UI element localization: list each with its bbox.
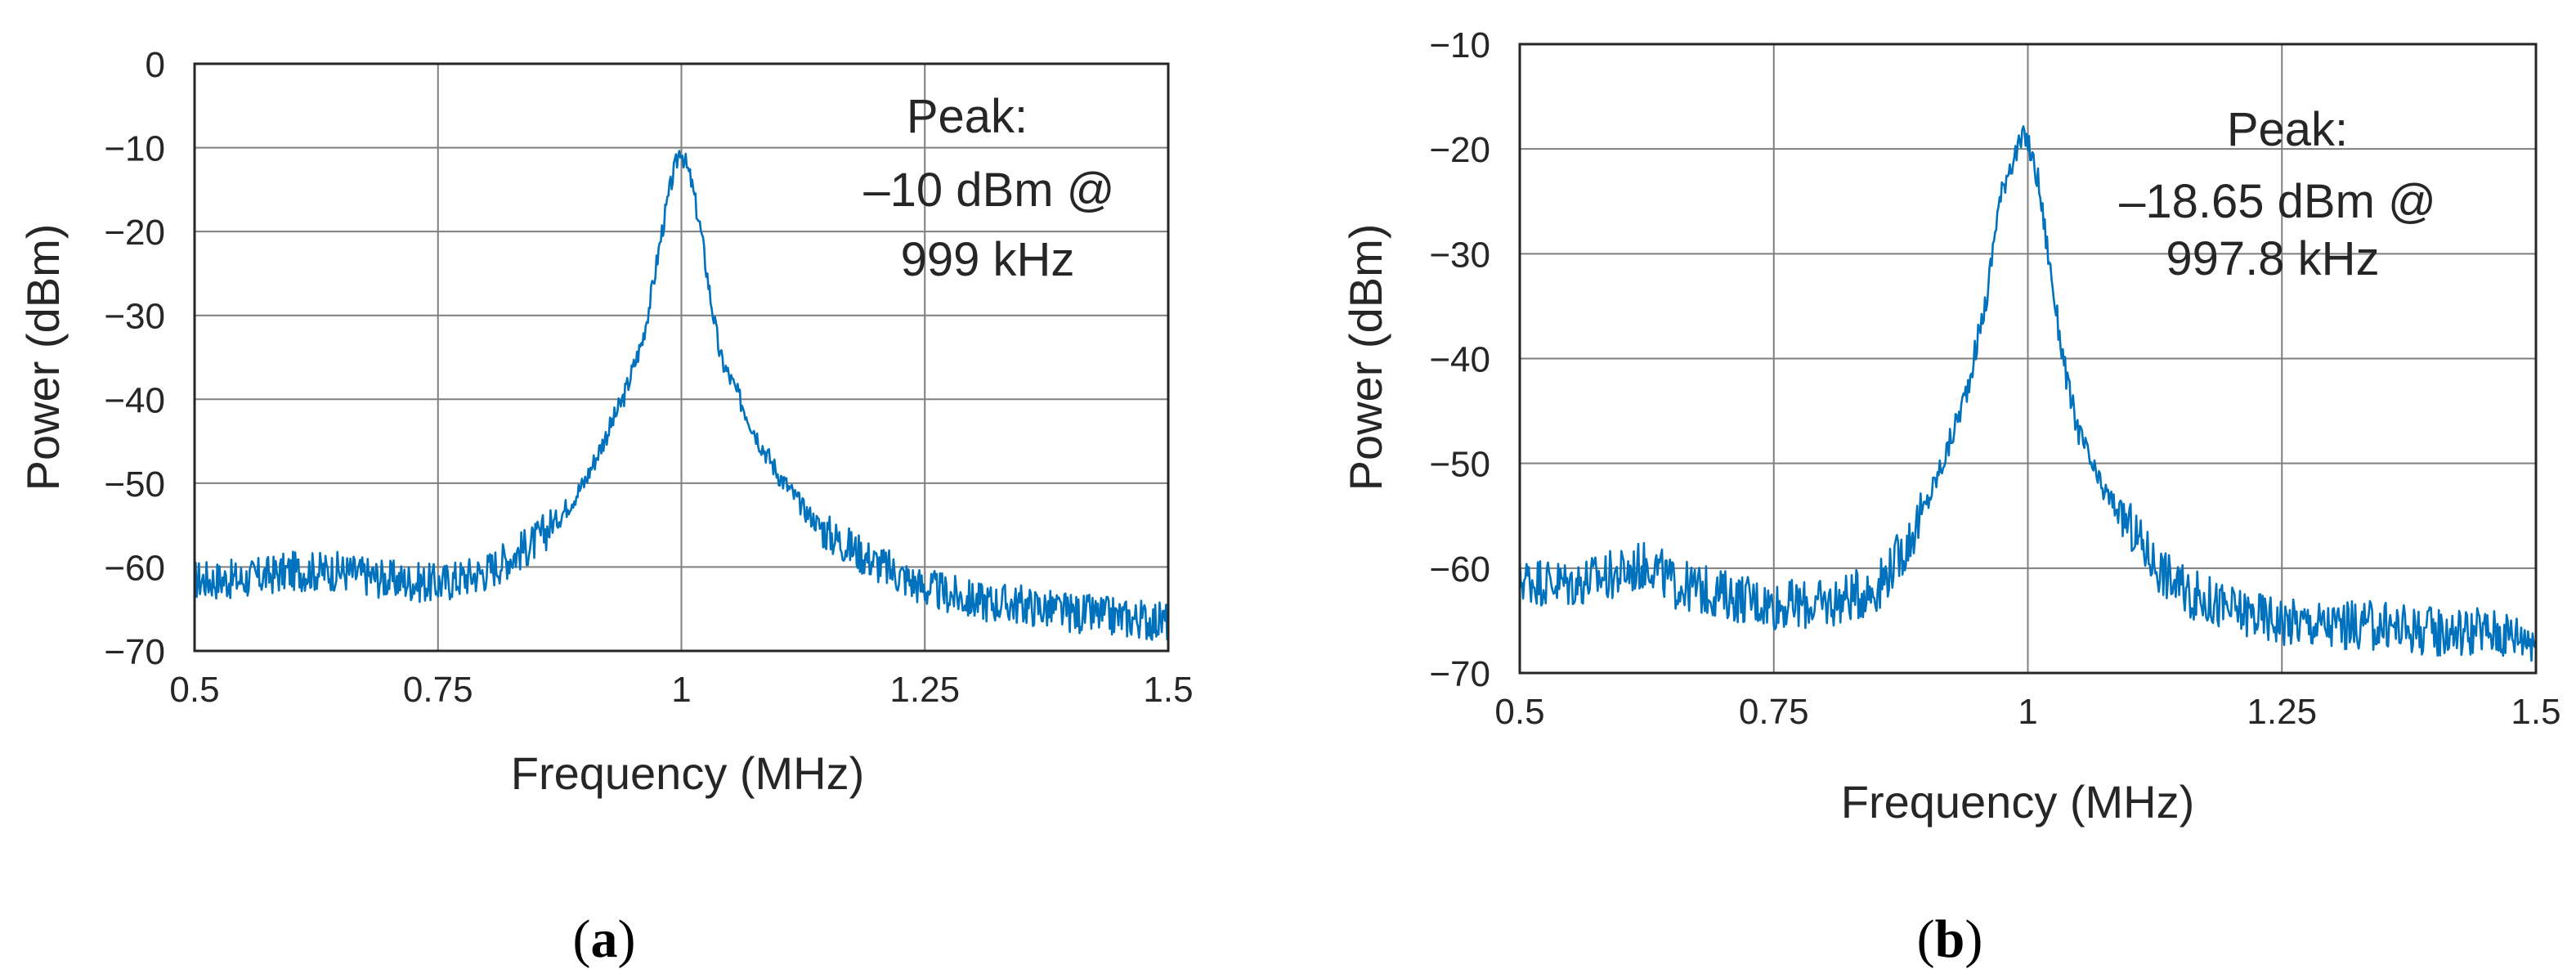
y-axis-label-a: Power (dBm): [17, 224, 69, 491]
x-tick-label: 1.25: [889, 670, 960, 710]
y-tick-label: −10: [104, 129, 165, 169]
plot-frame-a: [193, 62, 1170, 653]
chart-panel-a: 0 −10 −20 −30 −40 −50 −60 −70 0.5 0.75 1 1.25 1.5 F…: [17, 45, 1194, 969]
x-axis-label-b: Frequency (MHz): [1841, 776, 2195, 828]
plot-frame-b: [1518, 43, 2538, 675]
series-a: [193, 150, 1170, 641]
x-tick-label: 0.75: [403, 670, 473, 710]
peak-annotation-line-2-a: –10 dBm @: [863, 164, 1114, 217]
x-tick-label: 1.25: [2247, 692, 2317, 732]
y-axis-label-b: Power (dBm): [1340, 224, 1391, 491]
x-tick-label: 0.5: [169, 670, 219, 710]
peak-annotation-line-3-a: 999 kHz: [901, 233, 1075, 286]
y-tick-label: −20: [104, 213, 165, 253]
peak-annotation-line-2-b: –18.65 dBm @: [2119, 175, 2436, 228]
chart-panel-b: −10 −20 −30 −40 −50 −60 −70 0.5 0.75 1 1.25 1.5 Fr…: [1340, 25, 2561, 969]
grid-a: [195, 64, 1168, 651]
spectrum-trace: [193, 150, 1170, 641]
peak-annotation-line-1-a: Peak:: [907, 90, 1028, 143]
x-tick-labels-a: 0.5 0.75 1 1.25 1.5: [169, 670, 1193, 710]
peak-annotation-line-1-b: Peak:: [2227, 103, 2348, 156]
y-tick-labels-a: 0 −10 −20 −30 −40 −50 −60 −70: [104, 45, 165, 672]
y-tick-label: −50: [104, 464, 165, 505]
y-tick-label: −30: [104, 297, 165, 337]
panel-label-b: (b): [1917, 909, 1983, 969]
spectrum-trace: [1518, 125, 2538, 662]
y-tick-label: −70: [104, 632, 165, 672]
y-tick-label: −60: [1429, 550, 1490, 590]
y-tick-label: −60: [104, 548, 165, 588]
x-tick-label: 0.75: [1739, 692, 1809, 732]
x-axis-label-a: Frequency (MHz): [511, 747, 865, 799]
y-tick-label: −10: [1429, 25, 1490, 65]
x-tick-label: 0.5: [1494, 692, 1544, 732]
y-tick-label: −40: [1429, 340, 1490, 380]
x-tick-labels-b: 0.5 0.75 1 1.25 1.5: [1494, 692, 2560, 732]
series-b: [1518, 125, 2538, 662]
y-tick-label: −50: [1429, 445, 1490, 485]
y-tick-label: −40: [104, 380, 165, 420]
x-tick-label: 1: [671, 670, 691, 710]
panel-letter-b: b: [1935, 909, 1965, 969]
y-tick-label: −30: [1429, 235, 1490, 275]
y-tick-labels-b: −10 −20 −30 −40 −50 −60 −70: [1429, 25, 1490, 694]
panel-label-a: (a): [573, 909, 636, 969]
y-tick-label: 0: [146, 45, 165, 85]
x-tick-label: 1.5: [2511, 692, 2560, 732]
peak-annotation-line-3-b: 997.8 kHz: [2166, 232, 2379, 285]
y-tick-label: −20: [1429, 130, 1490, 170]
x-tick-label: 1: [2018, 692, 2037, 732]
panel-letter-a: a: [591, 909, 618, 969]
x-tick-label: 1.5: [1143, 670, 1193, 710]
y-tick-label: −70: [1429, 654, 1490, 694]
